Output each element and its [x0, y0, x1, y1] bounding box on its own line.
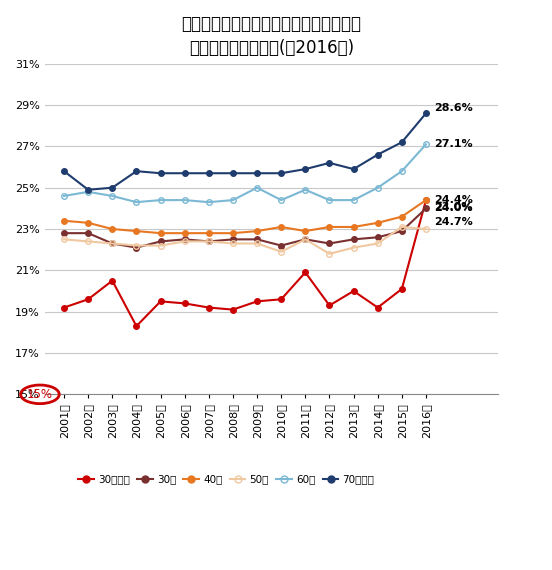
Text: 27.1%: 27.1% [434, 139, 473, 149]
Text: 28.6%: 28.6% [434, 103, 473, 113]
Text: 15%: 15% [27, 388, 53, 401]
Text: 23.0%: 23.0% [434, 202, 473, 213]
Text: 24.7%: 24.7% [434, 217, 473, 227]
Title: 世帯主の年齢階層別エンゲル係数の推移
（二人以上の世帯）(～2016年): 世帯主の年齢階層別エンゲル係数の推移 （二人以上の世帯）(～2016年) [182, 15, 362, 56]
Text: 24.0%: 24.0% [434, 203, 473, 213]
Text: 24.4%: 24.4% [434, 195, 473, 205]
Legend: 30歳未満, 30代, 40代, 50代, 60代, 70歳以上: 30歳未満, 30代, 40代, 50代, 60代, 70歳以上 [74, 470, 379, 488]
